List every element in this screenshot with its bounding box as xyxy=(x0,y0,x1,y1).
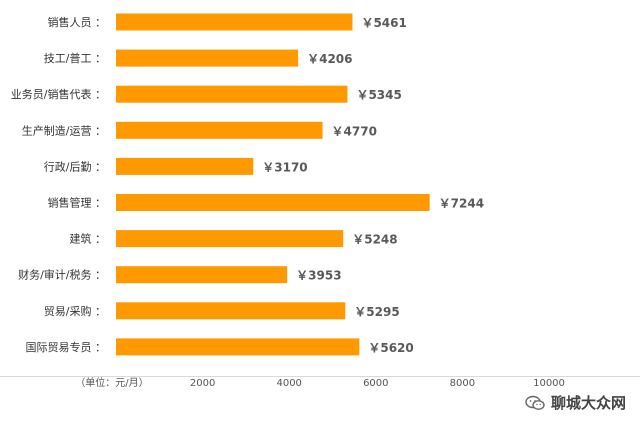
bar xyxy=(116,157,254,175)
value-label: ￥5620 xyxy=(368,341,413,355)
value-label: ￥3953 xyxy=(296,269,341,283)
bar xyxy=(116,194,430,211)
bar xyxy=(116,85,348,103)
watermark: 聊城大众网 xyxy=(525,392,626,413)
x-tick-label: 8000 xyxy=(450,378,475,389)
unit-label: （单位：元/月） xyxy=(75,376,148,389)
x-tick-label: 6000 xyxy=(363,378,388,389)
bar xyxy=(116,266,288,284)
category-label: 行政/后勤 ： xyxy=(44,159,106,173)
category-label: 销售人员 ： xyxy=(48,15,107,29)
category-labels: 销售人员 ： 技工/普工 ： 业务员/销售代表 ： 生产制造/运营 ： 行政/后勤 ： 销… xyxy=(11,15,106,354)
category-label: 销售管理 ： xyxy=(48,196,107,210)
x-tick-label: 4000 xyxy=(276,378,301,389)
value-label: ￥5248 xyxy=(352,233,397,247)
value-label: ￥7244 xyxy=(439,197,484,211)
category-label: 生产制造/运营 ： xyxy=(22,123,106,137)
category-label: 建筑 ： xyxy=(70,232,107,246)
value-label: ￥4770 xyxy=(332,124,377,138)
category-label: 业务员/销售代表 ： xyxy=(11,87,106,101)
bar xyxy=(116,230,344,248)
wechat-icon xyxy=(525,395,545,410)
value-labels: ￥5461 ￥4206 ￥5345 ￥4770 ￥3170 ￥7244 ￥5248 ￥3953… xyxy=(262,16,484,355)
bar xyxy=(116,13,353,31)
bar xyxy=(116,49,299,67)
watermark-text: 聊城大众网 xyxy=(550,394,626,412)
value-label: ￥5345 xyxy=(356,88,401,102)
x-tick-label: 10000 xyxy=(533,378,565,389)
value-label: ￥5295 xyxy=(354,305,399,319)
category-label: 财务/审计/税务 ： xyxy=(18,268,106,282)
value-label: ￥4206 xyxy=(307,52,352,66)
x-tick-labels: 2000 4000 6000 8000 10000 xyxy=(190,378,565,389)
bars-layer xyxy=(116,13,430,356)
x-tick-label: 2000 xyxy=(190,378,215,389)
bar xyxy=(116,338,360,356)
value-label: ￥3170 xyxy=(262,160,307,174)
value-label: ￥5461 xyxy=(361,16,406,30)
bar xyxy=(116,302,346,320)
category-label: 技工/普工 ： xyxy=(44,51,106,65)
bar xyxy=(116,121,323,139)
category-label: 国际贸易专员 ： xyxy=(26,340,107,354)
category-label: 贸易/采购 ： xyxy=(44,304,106,318)
